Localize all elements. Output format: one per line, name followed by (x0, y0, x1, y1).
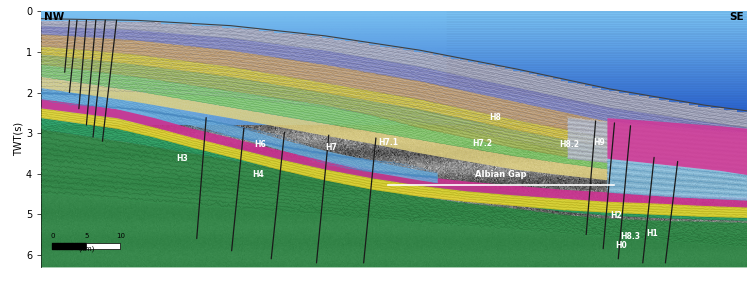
Text: H3: H3 (177, 154, 188, 163)
Text: H9: H9 (593, 137, 605, 147)
Text: 5: 5 (85, 233, 88, 239)
Y-axis label: TWT(s): TWT(s) (13, 122, 23, 156)
Text: (km): (km) (79, 245, 94, 252)
Polygon shape (447, 11, 747, 141)
Text: H2: H2 (610, 210, 622, 220)
Text: Albian Gap: Albian Gap (475, 170, 526, 179)
Text: H7.1: H7.1 (378, 137, 398, 147)
Text: H8.2: H8.2 (560, 140, 579, 149)
Text: SE: SE (729, 12, 744, 22)
Text: H8.3: H8.3 (621, 232, 640, 241)
Text: H1: H1 (646, 229, 658, 238)
Text: H7: H7 (325, 143, 337, 152)
Text: NW: NW (44, 12, 64, 22)
Text: H0: H0 (615, 241, 627, 250)
Text: 10: 10 (116, 233, 125, 239)
Text: 0: 0 (50, 233, 55, 239)
Text: H7.2: H7.2 (473, 139, 492, 148)
Text: H6: H6 (254, 140, 266, 149)
Text: H8: H8 (490, 113, 502, 122)
Text: H4: H4 (252, 170, 264, 179)
